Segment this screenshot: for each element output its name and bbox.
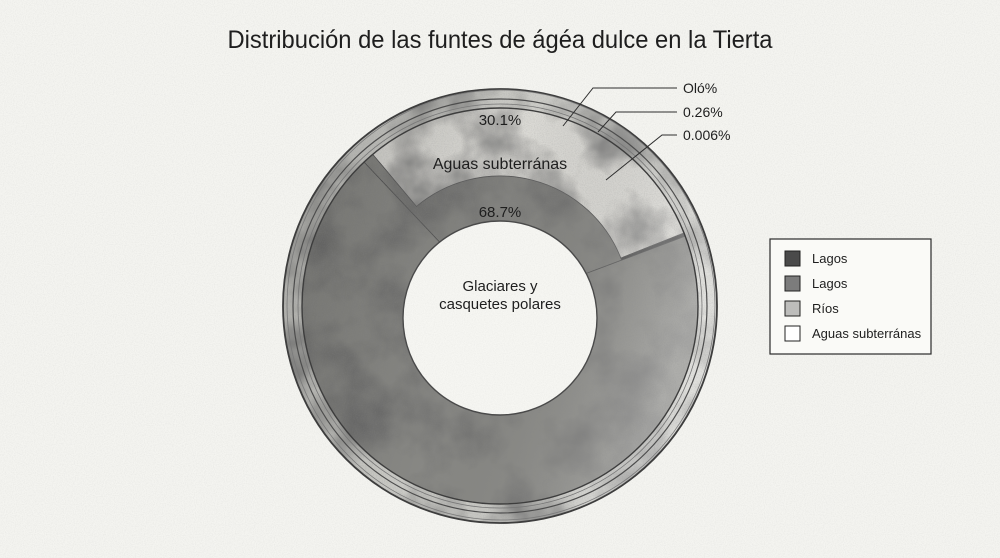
callout-line-0-26	[597, 111, 677, 133]
slice-label-glaciares-line-2: casquetes polares	[439, 296, 561, 313]
callout-label-olo: Oló%	[683, 80, 717, 96]
rim-line-2	[292, 98, 708, 514]
legend-swatch	[784, 325, 801, 342]
legend-label: Ríos	[812, 301, 839, 316]
callout-line-olo	[562, 87, 677, 127]
chart-title: Distribución de las funtes de ágéa dulce…	[228, 26, 773, 54]
donut-outer-edge	[301, 107, 699, 505]
legend-swatch	[784, 300, 801, 317]
donut-chart	[282, 88, 718, 524]
legend-swatch	[784, 250, 801, 267]
slice-value-label-aguas: 30.1%	[479, 112, 522, 129]
callout-lines	[562, 87, 677, 181]
slice-label-aguas: Aguas subterránas	[433, 156, 567, 173]
outer-rim-line	[282, 88, 718, 524]
donut-hole-grain	[404, 222, 596, 414]
legend-label: Lagos	[812, 251, 848, 266]
legend-label: Aguas subterránas	[812, 326, 922, 341]
callout-label-0-006: 0.006%	[683, 127, 730, 143]
callout-label-0-26: 0.26%	[683, 104, 723, 120]
legend: Lagos Lagos Ríos Aguas subterránas	[769, 238, 932, 355]
slice-label-glaciares-line-1: Glaciares y	[462, 278, 538, 295]
legend-label: Lagos	[812, 276, 848, 291]
callout-line-0-006	[605, 134, 677, 181]
outer-rim-sketch-line	[286, 89, 716, 521]
legend-swatch	[784, 275, 801, 292]
slice-value-label-glaciares: 68.7%	[479, 204, 522, 221]
rim-line-3	[297, 103, 703, 509]
